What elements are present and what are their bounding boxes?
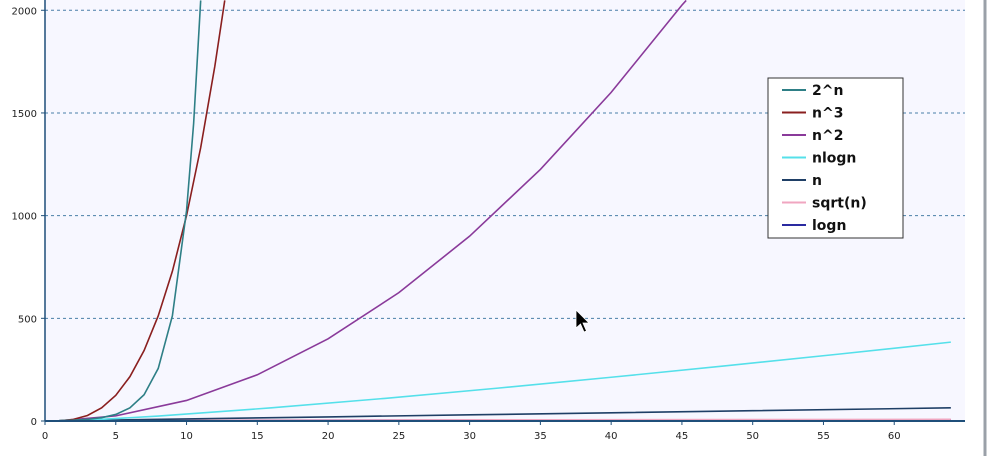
legend-label: 2^n (812, 83, 843, 99)
x-tick-label: 0 (42, 431, 48, 442)
x-tick-label: 10 (180, 431, 193, 442)
x-tick-label: 45 (676, 431, 689, 442)
x-tick-label: 35 (534, 431, 547, 442)
series-line-nlogn (59, 341, 951, 421)
x-tick-label: 40 (605, 431, 618, 442)
series-line-n-3 (59, 0, 226, 421)
legend: 2^n n^3 n^2 nlogn n sqrt(n) logn (767, 77, 904, 239)
legend-label: logn (812, 218, 846, 234)
legend-label: n (812, 173, 822, 189)
x-tick-label: 5 (113, 431, 119, 442)
x-axis-ticks: 0 5 10 15 20 25 30 35 40 45 50 55 60 (42, 421, 901, 442)
legend-label: n^2 (812, 128, 843, 144)
legend-label: n^3 (812, 106, 843, 122)
x-tick-label: 30 (463, 431, 476, 442)
series-line-n (59, 407, 951, 421)
x-tick-label: 60 (888, 431, 901, 442)
x-tick-label: 50 (746, 431, 759, 442)
legend-label: sqrt(n) (812, 196, 867, 212)
y-tick-label: 0 (31, 417, 37, 428)
y-tick-label: 2000 (12, 6, 37, 17)
x-tick-label: 55 (817, 431, 830, 442)
series-line-2-n (59, 0, 202, 421)
series-line-n-2 (59, 0, 687, 421)
mouse-cursor-icon (575, 309, 590, 333)
y-axis-ticks: 0 500 1000 1500 2000 (12, 6, 45, 428)
y-tick-label: 1500 (12, 109, 37, 120)
x-tick-label: 20 (322, 431, 335, 442)
axes (44, 0, 965, 422)
x-tick-label: 15 (251, 431, 264, 442)
y-tick-label: 1000 (12, 212, 37, 223)
legend-label: nlogn (812, 151, 856, 167)
x-tick-label: 25 (392, 431, 405, 442)
y-tick-label: 500 (18, 314, 37, 325)
